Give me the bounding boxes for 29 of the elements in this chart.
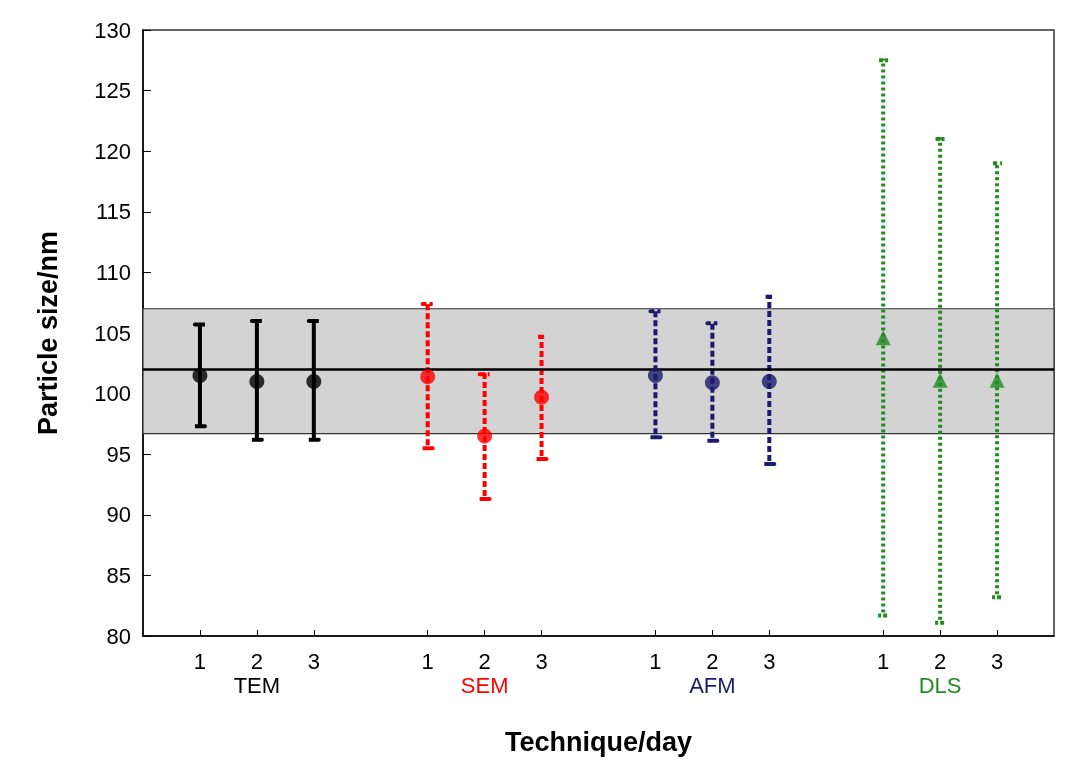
y-tick-label: 125 xyxy=(94,78,131,104)
x-tick-label: 1 xyxy=(877,648,890,674)
text: SEM xyxy=(460,672,509,698)
text: TEM xyxy=(233,672,281,698)
x-tick-label: 2 xyxy=(478,648,491,674)
x-tick-label: 2 xyxy=(706,648,719,674)
y-tick-label: 90 xyxy=(106,502,131,528)
y-tick-label: 105 xyxy=(94,320,131,346)
y-tick-label: 85 xyxy=(106,562,131,588)
y-axis-title: Particle size/nm xyxy=(32,230,63,436)
text: AFM xyxy=(689,672,736,698)
text: DLS xyxy=(918,672,962,698)
y-tick-label: 120 xyxy=(94,138,131,164)
x-tick-label: 3 xyxy=(763,648,776,674)
x-tick-label: 1 xyxy=(421,648,434,674)
y-tick-label: 100 xyxy=(94,381,131,407)
x-tick-label: 1 xyxy=(193,648,207,674)
x-tick-label: 2 xyxy=(934,648,947,674)
x-tick-label: 3 xyxy=(535,648,548,674)
x-tick-label: 3 xyxy=(990,648,1004,674)
y-tick-label: 80 xyxy=(106,623,131,649)
x-tick-label: 3 xyxy=(307,648,320,674)
x-tick-label: 2 xyxy=(250,648,263,674)
y-tick-label: 115 xyxy=(95,199,131,225)
x-tick-label: 1 xyxy=(649,648,662,674)
x-axis-title: Technique/day xyxy=(504,726,693,757)
y-tick-label: 130 xyxy=(94,17,131,43)
y-tick-label: 95 xyxy=(106,441,131,467)
y-tick-label: 110 xyxy=(95,259,131,285)
